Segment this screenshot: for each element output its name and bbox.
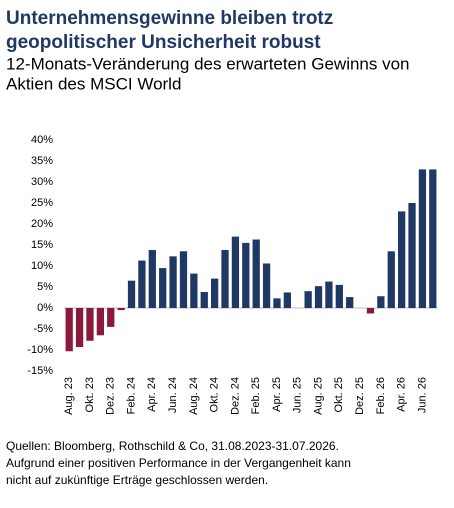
bar bbox=[346, 297, 354, 308]
bar bbox=[169, 256, 177, 308]
bar bbox=[252, 239, 260, 308]
bar bbox=[107, 308, 115, 327]
x-tick-label: Dez. 24 bbox=[229, 377, 241, 415]
bar bbox=[262, 263, 271, 308]
bar bbox=[200, 292, 208, 308]
bar bbox=[159, 268, 167, 308]
x-tick-label: Aug. 24 bbox=[188, 377, 200, 415]
x-tick-label: Jun. 24 bbox=[167, 377, 179, 413]
x-tick-label: Dez. 23 bbox=[105, 377, 117, 415]
bar bbox=[273, 298, 281, 308]
bar bbox=[283, 292, 291, 308]
bar bbox=[127, 280, 136, 308]
bar bbox=[65, 308, 73, 352]
bar bbox=[314, 286, 323, 308]
x-tick-label: Feb. 24 bbox=[125, 377, 137, 414]
x-tick-label: Feb. 25 bbox=[250, 377, 262, 414]
x-tick-label: Jun. 26 bbox=[416, 377, 428, 413]
y-tick-label: -10% bbox=[27, 344, 53, 356]
bar bbox=[75, 308, 84, 348]
x-tick-label: Dez. 25 bbox=[354, 377, 366, 415]
x-tick-label: Apr. 24 bbox=[146, 377, 158, 412]
bar bbox=[335, 284, 343, 308]
bar bbox=[418, 169, 427, 308]
bar bbox=[231, 236, 240, 308]
bar bbox=[398, 211, 406, 308]
x-tick-label: Aug. 25 bbox=[312, 377, 324, 415]
source-note: Quellen: Bloomberg, Rothschild & Co, 31.… bbox=[6, 439, 339, 453]
bar bbox=[408, 203, 416, 308]
bar bbox=[377, 296, 385, 308]
x-tick-label: Okt. 23 bbox=[84, 377, 96, 412]
x-tick-label: Apr. 25 bbox=[271, 377, 283, 412]
y-tick-label: -5% bbox=[33, 323, 53, 335]
y-tick-label: 5% bbox=[37, 281, 53, 293]
x-tick-label: Okt. 24 bbox=[209, 377, 221, 412]
x-tick-label: Jun. 25 bbox=[292, 377, 304, 413]
y-tick-label: 35% bbox=[31, 155, 53, 167]
y-tick-label: 15% bbox=[31, 239, 53, 251]
y-tick-label: 30% bbox=[31, 176, 53, 188]
chart-title: Unternehmensgewinne bleiben trotz bbox=[6, 8, 333, 29]
x-tick-label: Feb. 26 bbox=[375, 377, 387, 414]
bar bbox=[221, 250, 229, 308]
bar bbox=[148, 250, 156, 308]
source-note: nicht auf zukünftige Erträge geschlossen… bbox=[6, 473, 268, 487]
bar bbox=[117, 308, 125, 311]
chart-title: geopolitischer Unsicherheit robust bbox=[6, 32, 321, 53]
y-tick-label: 10% bbox=[31, 260, 53, 272]
bar bbox=[325, 281, 333, 308]
x-tick-label: Aug. 23 bbox=[63, 377, 75, 415]
bar bbox=[211, 278, 219, 308]
y-tick-label: 25% bbox=[31, 197, 53, 209]
chart-subtitle: Aktien des MSCI World bbox=[6, 74, 181, 93]
y-tick-label: 0% bbox=[37, 302, 53, 314]
bar bbox=[242, 242, 250, 308]
bar bbox=[366, 308, 375, 314]
y-tick-label: 40% bbox=[31, 134, 53, 146]
bar bbox=[179, 251, 188, 308]
x-tick-label: Okt. 25 bbox=[333, 377, 345, 412]
bar bbox=[96, 308, 104, 336]
bar bbox=[429, 169, 437, 308]
bar bbox=[304, 291, 312, 308]
source-note: Aufgrund einer positiven Performance in … bbox=[6, 456, 351, 470]
chart-subtitle: 12-Monats-Veränderung des erwarteten Gew… bbox=[6, 54, 410, 73]
bar bbox=[138, 260, 146, 308]
x-tick-label: Apr. 26 bbox=[396, 377, 408, 412]
bar bbox=[190, 273, 198, 308]
y-tick-label: -15% bbox=[27, 365, 53, 377]
bar bbox=[86, 308, 94, 341]
bar bbox=[387, 251, 395, 308]
y-tick-label: 20% bbox=[31, 218, 53, 230]
